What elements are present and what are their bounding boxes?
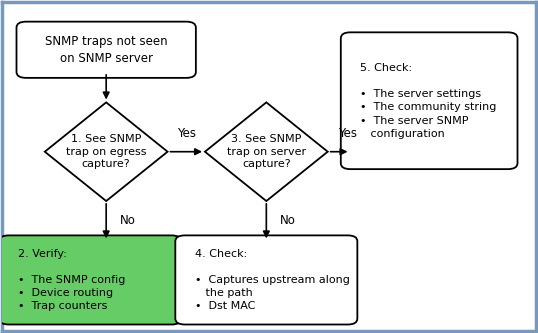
- Text: Yes: Yes: [338, 127, 357, 140]
- Text: SNMP traps not seen
on SNMP server: SNMP traps not seen on SNMP server: [45, 35, 167, 65]
- Text: 3. See SNMP
trap on server
capture?: 3. See SNMP trap on server capture?: [227, 134, 306, 169]
- FancyBboxPatch shape: [17, 22, 196, 78]
- Text: 1. See SNMP
trap on egress
capture?: 1. See SNMP trap on egress capture?: [66, 134, 146, 169]
- Text: No: No: [119, 214, 136, 227]
- Polygon shape: [45, 102, 167, 201]
- Text: No: No: [280, 214, 295, 227]
- FancyBboxPatch shape: [0, 235, 181, 324]
- Text: 4. Check:

•  Captures upstream along
   the path
•  Dst MAC: 4. Check: • Captures upstream along the …: [195, 248, 349, 311]
- FancyBboxPatch shape: [341, 32, 518, 169]
- Text: Yes: Yes: [177, 127, 196, 140]
- Text: 2. Verify:

•  The SNMP config
•  Device routing
•  Trap counters: 2. Verify: • The SNMP config • Device ro…: [18, 248, 126, 311]
- Text: 5. Check:

•  The server settings
•  The community string
•  The server SNMP
   : 5. Check: • The server settings • The co…: [360, 63, 497, 139]
- Polygon shape: [205, 102, 328, 201]
- FancyBboxPatch shape: [175, 235, 357, 324]
